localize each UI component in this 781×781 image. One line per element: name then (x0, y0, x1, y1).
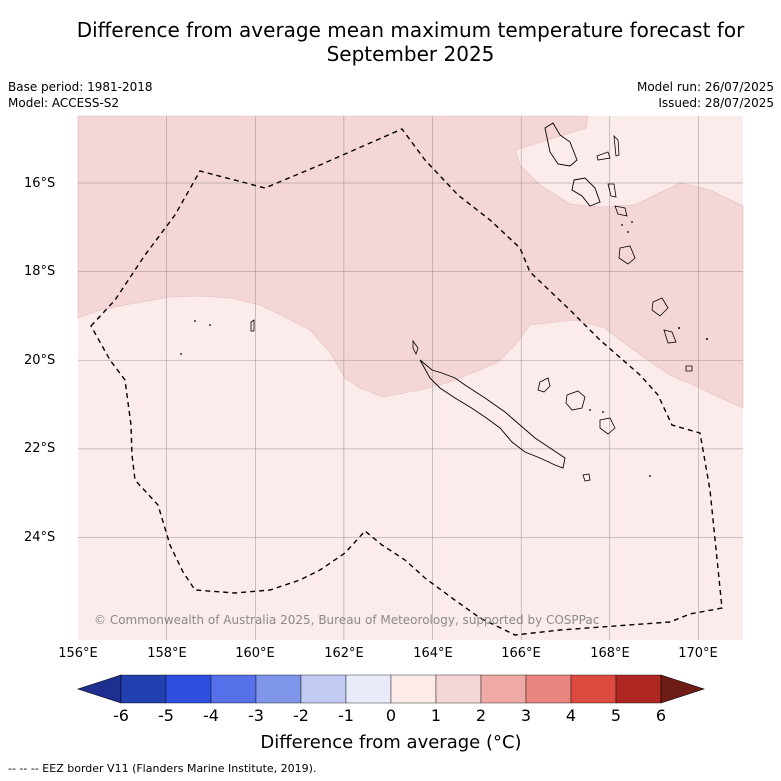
island-espiritu-santo (544, 122, 578, 167)
colorbar-tick-label: -4 (203, 706, 219, 725)
issued-date: Issued: 28/07/2025 (658, 96, 774, 110)
copyright-notice: © Commonwealth of Australia 2025, Bureau… (94, 613, 600, 627)
colorbar-segment (165, 674, 212, 704)
island-epi (614, 205, 628, 217)
lon-label-164E: 164°E (413, 646, 453, 661)
colorbar-segment (390, 674, 437, 704)
colorbar-tick-label: 1 (430, 706, 442, 725)
colorbar-segment (210, 674, 257, 704)
graticule (78, 116, 743, 640)
lat-label-24S: 24°S (24, 530, 56, 545)
colorbar-tick-label: 2 (475, 706, 487, 725)
island-mare (599, 417, 616, 435)
island-new-caledonia (419, 359, 566, 469)
island-aneityum (685, 365, 693, 372)
colorbar-tick-label: 5 (610, 706, 622, 725)
model-name: Model: ACCESS-S2 (8, 96, 120, 110)
lat-label-18S: 18°S (24, 264, 56, 279)
colorbar-segment (120, 674, 167, 704)
lat-label-16S: 16°S (24, 176, 56, 191)
colorbar-segment (300, 674, 347, 704)
island-lifou (565, 390, 586, 411)
colorbar-label: Difference from average (°C) (260, 732, 522, 753)
island-ambae (596, 151, 611, 161)
colorbar-extend-low (77, 674, 122, 704)
map-title: Difference from average mean maximum tem… (76, 18, 745, 66)
lon-label-162E: 162°E (324, 646, 364, 661)
lon-label-158E: 158°E (147, 646, 187, 661)
colorbar-extend-high (660, 674, 705, 704)
colorbar-segment (570, 674, 617, 704)
colorbar-tick-label: -2 (293, 706, 309, 725)
island-belep (412, 339, 419, 356)
colorbar-tick-label: 3 (520, 706, 532, 725)
island-pentecost (607, 183, 617, 198)
colorbar-tick-label: -3 (248, 706, 264, 725)
lat-label-20S: 20°S (24, 353, 56, 368)
colorbar-segment (615, 674, 662, 704)
island-maewo (613, 134, 620, 157)
lon-label-160E: 160°E (235, 646, 275, 661)
island-tanna (663, 329, 677, 344)
lat-label-22S: 22°S (24, 441, 56, 456)
colorbar-segment (435, 674, 482, 704)
colorbar-segment (255, 674, 302, 704)
island-malekula (571, 177, 601, 207)
colorbar-tick-label: 4 (565, 706, 577, 725)
colorbar-tick-label: 0 (385, 706, 397, 725)
colorbar-segment (525, 674, 572, 704)
island-efate (618, 245, 636, 265)
island-ouvea (537, 377, 551, 393)
lon-label-156E: 156°E (58, 646, 98, 661)
colorbar-tick-label: -1 (338, 706, 354, 725)
colorbar-segment (345, 674, 392, 704)
eez-border (90, 128, 723, 636)
island-small-1 (250, 319, 255, 332)
colorbar-tick-label: 6 (655, 706, 667, 725)
colorbar-tick-label: -6 (113, 706, 129, 725)
model-run: Model run: 26/07/2025 (636, 80, 774, 94)
eez-legend: -- -- -- EEZ border V11 (Flanders Marine… (8, 762, 317, 775)
small-islets (180, 221, 708, 477)
island-isle-of-pines (582, 473, 591, 482)
colorbar (77, 674, 705, 704)
lon-label-166E: 166°E (501, 646, 541, 661)
colorbar-tick-label: -5 (158, 706, 174, 725)
lon-label-170E: 170°E (678, 646, 718, 661)
base-period: Base period: 1981-2018 (8, 80, 153, 94)
meta-right: Model run: 26/07/2025 Issued: 28/07/2025 (637, 79, 774, 111)
colorbar-segment (480, 674, 527, 704)
lon-label-168E: 168°E (590, 646, 630, 661)
meta-left: Base period: 1981-2018 Model: ACCESS-S2 (8, 79, 153, 111)
island-erromango (651, 297, 669, 317)
